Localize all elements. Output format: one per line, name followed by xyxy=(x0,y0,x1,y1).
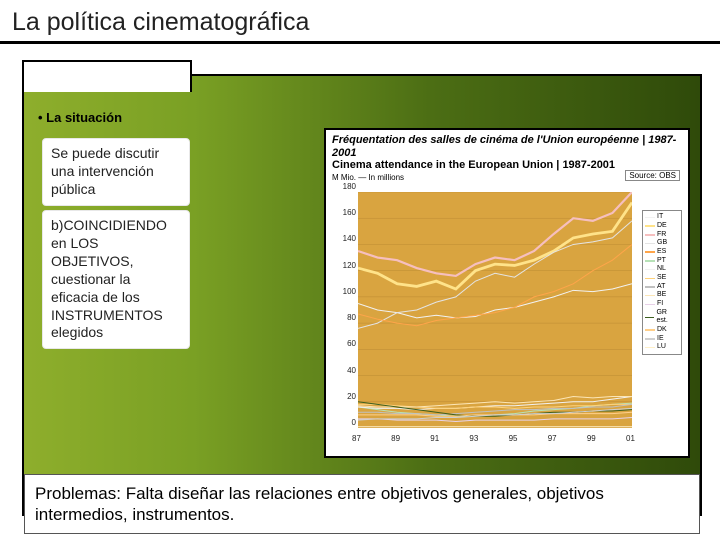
panel-tab xyxy=(22,60,192,92)
legend-swatch xyxy=(645,329,655,331)
legend-label: GB xyxy=(657,239,667,247)
legend-swatch xyxy=(645,243,655,245)
legend-swatch xyxy=(645,338,655,340)
ytick: 140 xyxy=(334,234,356,243)
legend-swatch xyxy=(645,225,655,227)
legend-item: FR xyxy=(645,231,679,239)
legend-label: PT xyxy=(657,257,666,265)
chart-xaxis: 8789919395979901 xyxy=(358,434,632,448)
legend-item: GR est. xyxy=(645,309,679,326)
bottom-note: Problemas: Falta diseñar las relaciones … xyxy=(24,474,700,535)
chart-title: Fréquentation des salles de cinéma de l'… xyxy=(326,130,688,172)
legend-item: ES xyxy=(645,248,679,256)
legend-swatch xyxy=(645,251,655,253)
ytick: 180 xyxy=(334,182,356,191)
ytick: 160 xyxy=(334,208,356,217)
xtick: 99 xyxy=(587,434,596,443)
chart-lines xyxy=(358,192,632,428)
ytick: 20 xyxy=(334,392,356,401)
legend-item: NL xyxy=(645,265,679,273)
xtick: 93 xyxy=(469,434,478,443)
text-box-1: Se puede discutir una intervención públi… xyxy=(42,138,190,206)
legend-item: LU xyxy=(645,343,679,351)
legend-swatch xyxy=(645,278,655,280)
chart-legend: ITDEFRGBESPTNLSEATBEFIGR est.DKIELU xyxy=(642,210,682,355)
legend-item: FI xyxy=(645,300,679,308)
xtick: 97 xyxy=(548,434,557,443)
chart-title-fr: Fréquentation des salles de cinéma de l'… xyxy=(332,134,682,159)
xtick: 87 xyxy=(352,434,361,443)
legend-swatch xyxy=(645,295,655,297)
legend-label: LU xyxy=(657,343,666,351)
legend-label: FR xyxy=(657,231,666,239)
text-box-2: b)COINCIDIENDO en LOS OBJETIVOS, cuestio… xyxy=(42,210,190,349)
legend-item: AT xyxy=(645,283,679,291)
legend-label: NL xyxy=(657,265,666,273)
legend-swatch xyxy=(645,234,655,236)
legend-swatch xyxy=(645,260,655,262)
ytick: 40 xyxy=(334,366,356,375)
legend-label: IT xyxy=(657,213,663,221)
legend-swatch xyxy=(645,217,655,219)
legend-label: SE xyxy=(657,274,666,282)
legend-swatch xyxy=(645,269,655,271)
legend-label: IE xyxy=(657,335,664,343)
ytick: 60 xyxy=(334,339,356,348)
legend-item: BE xyxy=(645,291,679,299)
legend-swatch xyxy=(645,317,654,319)
legend-label: DE xyxy=(657,222,667,230)
ytick: 100 xyxy=(334,287,356,296)
ytick: 80 xyxy=(334,313,356,322)
xtick: 89 xyxy=(391,434,400,443)
legend-label: GR est. xyxy=(656,309,679,326)
legend-label: BE xyxy=(657,291,666,299)
chart-container: Fréquentation des salles de cinéma de l'… xyxy=(324,128,690,458)
legend-item: GB xyxy=(645,239,679,247)
legend-swatch xyxy=(645,347,655,349)
legend-swatch xyxy=(645,304,655,306)
legend-item: DK xyxy=(645,326,679,334)
legend-item: SE xyxy=(645,274,679,282)
xtick: 95 xyxy=(509,434,518,443)
legend-item: IE xyxy=(645,335,679,343)
legend-label: FI xyxy=(657,300,663,308)
xtick: 91 xyxy=(430,434,439,443)
ytick: 0 xyxy=(334,418,356,427)
legend-item: DE xyxy=(645,222,679,230)
legend-label: DK xyxy=(657,326,667,334)
ytick: 120 xyxy=(334,261,356,270)
xtick: 01 xyxy=(626,434,635,443)
legend-label: ES xyxy=(657,248,666,256)
page-title: La política cinematográfica xyxy=(0,0,720,41)
legend-label: AT xyxy=(657,283,665,291)
title-underline xyxy=(0,41,720,44)
bullet-situation: • La situación xyxy=(38,110,122,125)
legend-swatch xyxy=(645,286,655,288)
chart-source: Source: OBS xyxy=(625,170,680,181)
chart-plot xyxy=(358,192,632,428)
legend-item: IT xyxy=(645,213,679,221)
chart-yaxis: 020406080100120140160180 xyxy=(332,186,356,434)
legend-item: PT xyxy=(645,257,679,265)
